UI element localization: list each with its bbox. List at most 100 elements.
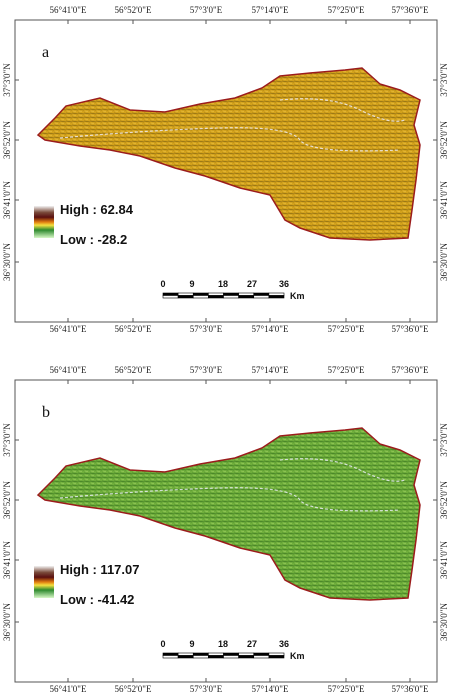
longitude-label: 56°41'0"E xyxy=(50,5,87,15)
scale-unit: Km xyxy=(290,651,305,661)
legend-ramp xyxy=(34,206,54,238)
latitude-label: 36°52'0"N xyxy=(2,121,12,159)
scale-segment xyxy=(268,295,285,299)
scale-label: 27 xyxy=(247,639,257,649)
latitude-label: 37°3'0"N xyxy=(2,423,12,457)
scale-label: 18 xyxy=(218,279,228,289)
scale-segment xyxy=(253,295,270,299)
panel-label: b xyxy=(42,404,50,421)
longitude-label: 56°41'0"E xyxy=(50,365,87,375)
scale-segment xyxy=(177,652,194,656)
scale-label: 36 xyxy=(279,639,289,649)
legend-low: Low : -41.42 xyxy=(60,592,134,607)
longitude-label: 57°25'0"E xyxy=(328,365,365,375)
latitude-label: 37°3'0"N xyxy=(439,423,449,457)
longitude-label: 56°52'0"E xyxy=(115,324,152,334)
longitude-label: 57°3'0"E xyxy=(190,5,223,15)
map-frame xyxy=(14,19,438,323)
scale-segment xyxy=(208,652,224,656)
scale-segment xyxy=(162,292,179,296)
map-frame xyxy=(14,379,438,683)
scale-label: 9 xyxy=(189,639,194,649)
legend-high: High : 117.07 xyxy=(60,562,139,577)
scale-segment xyxy=(162,652,179,656)
ridge xyxy=(59,127,401,152)
scale-segment xyxy=(208,295,224,299)
scale-segment xyxy=(162,295,179,299)
latitude-label: 36°52'0"N xyxy=(2,481,12,519)
scale-segment xyxy=(177,295,194,299)
latitude-label: 36°41'0"N xyxy=(439,181,449,219)
longitude-label: 57°3'0"E xyxy=(190,365,223,375)
ridge xyxy=(279,458,406,482)
legend-ramp xyxy=(34,566,54,598)
latitude-label: 36°30'0"N xyxy=(2,603,12,641)
scale-segment xyxy=(192,292,209,296)
scale-segment xyxy=(238,652,255,656)
scale-segment xyxy=(223,655,239,659)
longitude-label: 57°25'0"E xyxy=(328,5,365,15)
scale-label: 36 xyxy=(279,279,289,289)
longitude-label: 56°52'0"E xyxy=(115,5,152,15)
latitude-label: 36°30'0"N xyxy=(439,243,449,281)
scale-segment xyxy=(208,655,224,659)
scale-segment xyxy=(238,655,255,659)
latitude-label: 36°41'0"N xyxy=(2,541,12,579)
longitude-label: 57°14'0"E xyxy=(252,365,289,375)
scale-segment xyxy=(192,295,209,299)
longitude-label: 57°36'0"E xyxy=(392,684,429,694)
scale-label: 0 xyxy=(160,639,165,649)
longitude-label: 56°52'0"E xyxy=(115,684,152,694)
scale-segment xyxy=(238,292,255,296)
scale-segment xyxy=(192,655,209,659)
scale-segment xyxy=(253,655,270,659)
scale-unit: Km xyxy=(290,291,305,301)
map-panel: b 56°41'0"E 56°41'0"E 56°52'0"E 56°52'0"E 57°… xyxy=(2,365,449,694)
scale-label: 9 xyxy=(189,279,194,289)
scale-label: 27 xyxy=(247,279,257,289)
legend-low: Low : -28.2 xyxy=(60,232,127,247)
scale-segment xyxy=(192,652,209,656)
scale-label: 0 xyxy=(160,279,165,289)
scale-segment xyxy=(162,655,179,659)
latitude-label: 37°3'0"N xyxy=(439,63,449,97)
longitude-label: 57°25'0"E xyxy=(328,324,365,334)
longitude-label: 57°14'0"E xyxy=(252,684,289,694)
scale-segment xyxy=(268,292,285,296)
scale-segment xyxy=(208,292,224,296)
panels: a 56°41'0"E 56°41'0"E 56°52'0"E 56°52'0"E 57°… xyxy=(2,5,449,694)
scale-segment xyxy=(223,292,239,296)
longitude-label: 56°52'0"E xyxy=(115,365,152,375)
latitude-label: 36°30'0"N xyxy=(2,243,12,281)
scale-segment xyxy=(238,295,255,299)
ridge xyxy=(279,98,406,122)
scale-segment xyxy=(268,652,285,656)
longitude-label: 57°36'0"E xyxy=(392,365,429,375)
longitude-label: 56°41'0"E xyxy=(50,324,87,334)
latitude-label: 36°41'0"N xyxy=(2,181,12,219)
longitude-label: 57°3'0"E xyxy=(190,684,223,694)
ridge xyxy=(59,487,401,512)
scale-segment xyxy=(177,655,194,659)
longitude-label: 57°3'0"E xyxy=(190,324,223,334)
scale-segment xyxy=(223,295,239,299)
longitude-label: 57°14'0"E xyxy=(252,324,289,334)
map-panel: a 56°41'0"E 56°41'0"E 56°52'0"E 56°52'0"E 57°… xyxy=(2,5,449,334)
scale-segment xyxy=(268,655,285,659)
latitude-label: 36°30'0"N xyxy=(439,603,449,641)
scale-segment xyxy=(223,652,239,656)
latitude-label: 37°3'0"N xyxy=(2,63,12,97)
longitude-label: 57°14'0"E xyxy=(252,5,289,15)
scale-segment xyxy=(177,292,194,296)
latitude-label: 36°41'0"N xyxy=(439,541,449,579)
longitude-label: 57°36'0"E xyxy=(392,324,429,334)
scale-segment xyxy=(253,292,270,296)
legend-high: High : 62.84 xyxy=(60,202,134,217)
longitude-label: 57°36'0"E xyxy=(392,5,429,15)
scale-segment xyxy=(253,652,270,656)
latitude-label: 36°52'0"N xyxy=(439,121,449,159)
latitude-label: 36°52'0"N xyxy=(439,481,449,519)
longitude-label: 57°25'0"E xyxy=(328,684,365,694)
panel-label: a xyxy=(42,44,49,61)
